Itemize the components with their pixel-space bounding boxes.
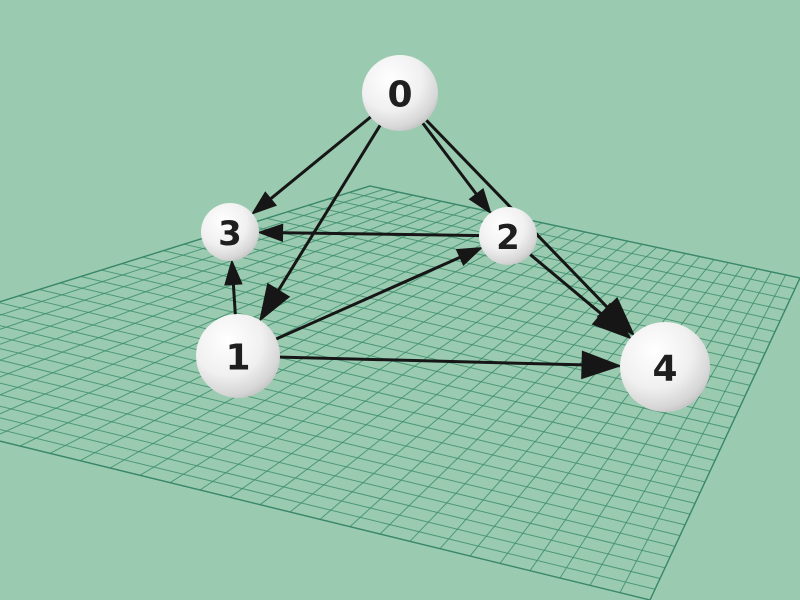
node-label: 4 <box>652 349 677 390</box>
floor-grid <box>0 185 800 600</box>
edge-line <box>279 231 485 238</box>
edge-line <box>276 120 384 293</box>
node-label: 2 <box>496 218 520 258</box>
grid-line <box>0 405 666 569</box>
arrowhead-icon <box>455 246 484 267</box>
node-2[interactable]: 2 <box>479 207 537 265</box>
node-sphere <box>620 322 710 412</box>
node-label: 0 <box>387 75 412 116</box>
node-sphere <box>201 203 259 261</box>
grid-line <box>529 265 744 571</box>
grid-border <box>0 185 800 600</box>
grid-line <box>619 274 787 593</box>
arrowhead-icon <box>258 282 291 322</box>
edge-line <box>525 250 604 317</box>
edge-1-to-2 <box>271 246 484 343</box>
edge-line <box>274 355 586 367</box>
arrowhead-icon <box>581 350 623 380</box>
arrowhead-icon <box>591 302 632 340</box>
edge-0-to-1 <box>258 120 384 322</box>
node-sphere <box>479 207 537 265</box>
grid-line <box>499 262 729 564</box>
nodes-layer: 0 1 2 3 4 <box>196 55 710 412</box>
edges-layer <box>224 113 636 380</box>
grid-line <box>589 271 772 586</box>
grid-line <box>0 428 656 590</box>
node-4[interactable]: 4 <box>620 322 710 412</box>
node-label: 3 <box>218 214 242 254</box>
grid-line <box>559 268 758 579</box>
edge-line <box>231 281 238 320</box>
node-1[interactable]: 1 <box>196 314 280 398</box>
edge-1-to-3 <box>224 258 243 320</box>
arrowhead-icon <box>468 188 492 215</box>
grid-line <box>0 394 671 558</box>
edge-0-to-3 <box>250 113 376 215</box>
edge-line <box>271 255 463 343</box>
node-3[interactable]: 3 <box>201 203 259 261</box>
edge-2-to-3 <box>256 223 485 243</box>
edge-1-to-4 <box>274 350 623 380</box>
edge-2-to-4 <box>525 250 632 340</box>
arrowhead-icon <box>250 191 277 215</box>
grid-line <box>0 417 661 580</box>
edge-0-to-2 <box>418 118 492 215</box>
arrowhead-icon <box>224 258 243 286</box>
node-0[interactable]: 0 <box>362 55 438 131</box>
node-sphere <box>196 314 280 398</box>
edge-line <box>268 113 376 202</box>
arrowhead-icon <box>256 223 284 243</box>
node-sphere <box>362 55 438 131</box>
node-label: 1 <box>225 338 250 379</box>
edge-line <box>418 118 479 197</box>
